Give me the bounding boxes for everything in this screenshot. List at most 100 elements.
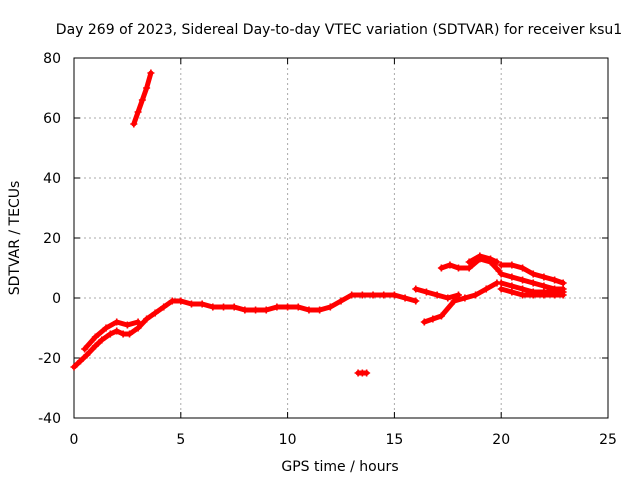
y-tick-label: -20	[38, 351, 61, 367]
data-point	[130, 120, 138, 128]
data-point	[493, 258, 501, 266]
data-point	[151, 309, 159, 317]
data-point	[519, 285, 527, 293]
x-tick-label: 0	[70, 432, 79, 448]
series-late-track-a	[420, 279, 501, 326]
data-point	[106, 330, 114, 338]
data-point	[519, 264, 527, 272]
data-point	[412, 297, 420, 305]
data-point	[294, 303, 302, 311]
data-point	[230, 303, 238, 311]
data-point	[316, 306, 324, 314]
data-point	[241, 306, 249, 314]
data-point	[363, 369, 371, 377]
data-point	[126, 330, 134, 338]
data-point	[476, 252, 484, 260]
data-point	[119, 330, 127, 338]
data-point	[497, 285, 505, 293]
series-main-track	[70, 291, 420, 371]
y-tick-label: -40	[38, 411, 61, 427]
data-point	[358, 291, 366, 299]
data-point	[168, 297, 176, 305]
data-point	[160, 303, 168, 311]
data-point	[559, 291, 567, 299]
data-point	[437, 312, 445, 320]
x-tick-labels: 0 5 10 15 20 25	[70, 432, 617, 448]
data-point	[70, 363, 78, 371]
data-point	[508, 282, 516, 290]
data-point	[369, 291, 377, 299]
data-point	[551, 291, 559, 299]
chart-title: Day 269 of 2023, Sidereal Day-to-day VTE…	[56, 22, 622, 38]
series-early-spike	[130, 69, 155, 128]
y-tick-label: 80	[43, 51, 61, 67]
data-point	[83, 351, 91, 359]
data-point	[437, 264, 445, 272]
data-point	[143, 84, 151, 92]
series-outlier-cluster	[354, 369, 371, 377]
y-tick-labels: -40 -20 0 20 40 60 80	[38, 51, 61, 427]
y-tick-label: 20	[43, 231, 61, 247]
data-point	[454, 291, 462, 299]
data-point	[433, 291, 441, 299]
data-point	[497, 261, 505, 269]
x-tick-label: 10	[279, 432, 297, 448]
data-point	[412, 285, 420, 293]
data-point	[540, 282, 548, 290]
data-point	[98, 336, 106, 344]
data-point	[91, 333, 99, 341]
data-point	[134, 108, 142, 116]
data-point	[487, 255, 495, 263]
data-point	[305, 306, 313, 314]
data-point	[81, 345, 89, 353]
data-point	[284, 303, 292, 311]
data-point	[113, 318, 121, 326]
data-point	[252, 306, 260, 314]
data-point	[273, 303, 281, 311]
x-tick-label: 25	[599, 432, 617, 448]
x-axis-label: GPS time / hours	[281, 459, 398, 475]
x-tick-label: 5	[176, 432, 185, 448]
data-point	[551, 276, 559, 284]
data-point	[138, 96, 146, 104]
data-point	[187, 300, 195, 308]
data-point	[134, 324, 142, 332]
data-point	[337, 297, 345, 305]
data-point	[508, 288, 516, 296]
trace-late-track-d	[466, 253, 500, 265]
data-point	[472, 291, 480, 299]
data-point	[529, 291, 537, 299]
series-late-track-b	[412, 285, 462, 302]
x-tick-label: 20	[492, 432, 510, 448]
data-point	[262, 306, 270, 314]
y-tick-label: 40	[43, 171, 61, 187]
axis-ticks	[73, 57, 609, 419]
data-point	[446, 261, 454, 269]
series-upper-envelope	[81, 318, 142, 353]
data-point	[540, 291, 548, 299]
data-point	[143, 315, 151, 323]
data-point	[529, 270, 537, 278]
data-point	[508, 261, 516, 269]
data-point	[461, 294, 469, 302]
data-point	[198, 300, 206, 308]
data-point	[540, 273, 548, 281]
data-point	[123, 321, 131, 329]
data-point	[508, 273, 516, 281]
y-axis-label: SDTVAR / TECUs	[7, 181, 23, 296]
data-point	[102, 324, 110, 332]
data-point	[482, 285, 490, 293]
data-point	[209, 303, 217, 311]
data-point	[177, 297, 185, 305]
y-tick-label: 0	[52, 291, 61, 307]
data-point	[429, 315, 437, 323]
data-point	[422, 288, 430, 296]
data-point	[348, 291, 356, 299]
data-point	[134, 318, 142, 326]
data-point	[497, 270, 505, 278]
data-point	[519, 276, 527, 284]
data-point	[147, 69, 155, 77]
series-evening-band-1	[497, 261, 567, 287]
data-point	[113, 327, 121, 335]
